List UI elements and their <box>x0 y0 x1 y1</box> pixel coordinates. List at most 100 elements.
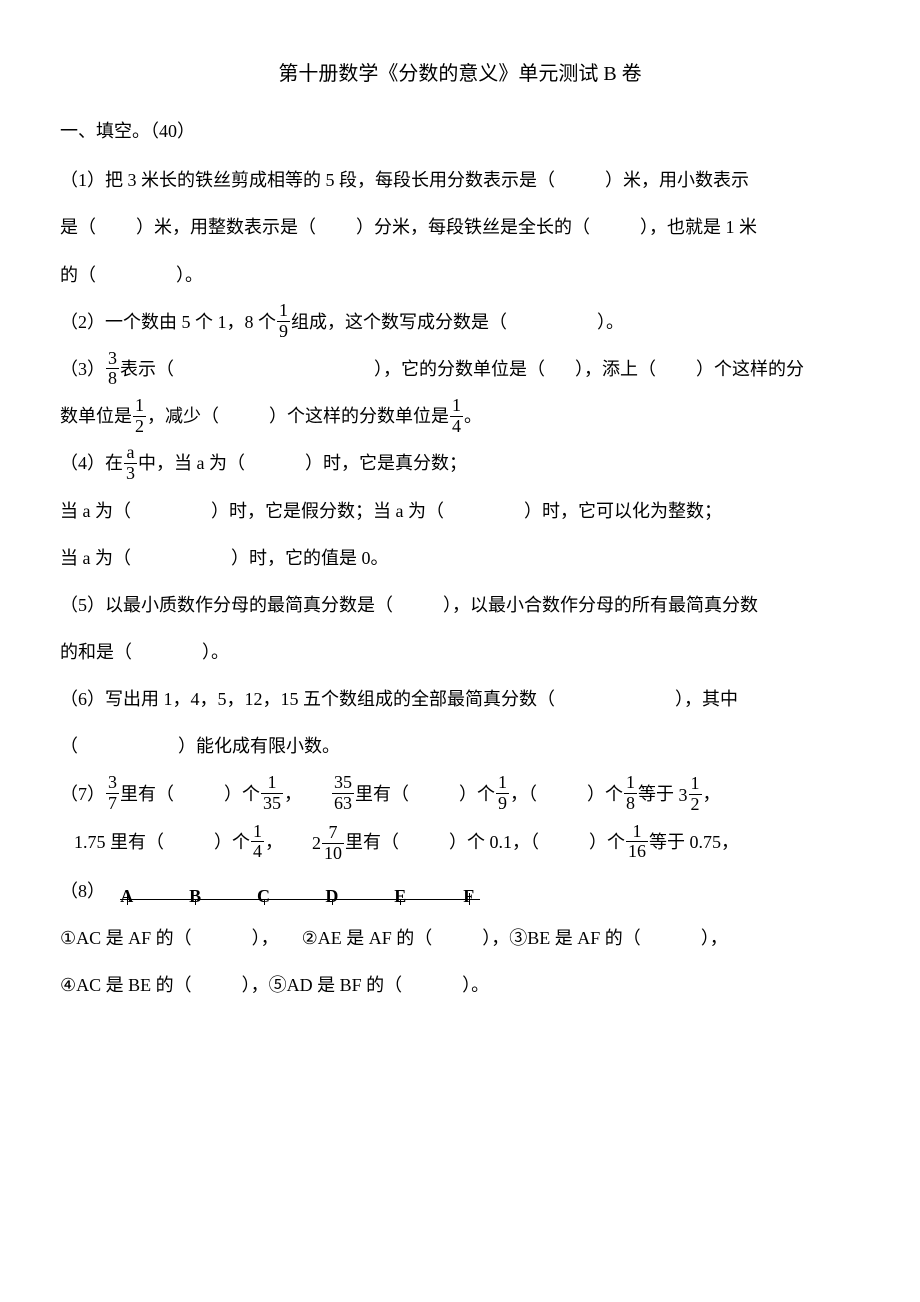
number-line-label: B <box>189 875 201 918</box>
q3-frac-3-8: 38 <box>106 349 119 390</box>
q8-text-l2c: ②AE 是 AF 的（ <box>302 928 433 948</box>
q3-frac-1-2: 12 <box>133 396 146 437</box>
q7-text-l2a: 1.75 里有（ <box>74 832 164 852</box>
q8-line1: （8） ABCDEF <box>60 870 860 913</box>
q7-text-h: ）个 <box>587 784 623 804</box>
q7-text-b: 里有（ <box>120 784 174 804</box>
q7-frac-3-7: 37 <box>106 773 119 814</box>
q1-text-2c: ）分米，每段铁丝是全长的（ <box>356 217 590 237</box>
q7-text-c: ）个 <box>224 784 260 804</box>
q6-text-b: ），其中 <box>675 689 738 709</box>
number-line-label: A <box>120 875 133 918</box>
q8-text-l2a: ①AC 是 AF 的（ <box>60 928 192 948</box>
q6-text-l2b: ）能化成有限小数。 <box>178 736 340 756</box>
q4-line1: （4）在a3中，当 a 为（）时，它是真分数； <box>60 442 860 485</box>
q4-line2: 当 a 为（ ）时，它是假分数；当 a 为（ ）时，它可以化为整数； <box>60 490 860 533</box>
q7-text-j: ， <box>703 784 721 804</box>
q3-text-e: ）个这样的分 <box>696 359 804 379</box>
q1-line1: （1）把 3 米长的铁丝剪成相等的 5 段，每段长用分数表示是（ ）米，用小数表示 <box>60 159 860 202</box>
q3-line2: 数单位是12，减少（ ）个这样的分数单位是14。 <box>60 395 860 438</box>
q7-text-f: ）个 <box>459 784 495 804</box>
q7-text-e: 里有（ <box>355 784 409 804</box>
q4-text-l2c: ）时，它可以化为整数； <box>524 501 722 521</box>
q7-text-l2g: 等于 0.75， <box>649 832 739 852</box>
q5-text-l2b: ）。 <box>202 642 229 662</box>
number-line-label: D <box>325 875 338 918</box>
q3-text-d: ），添上（ <box>575 359 656 379</box>
q2-frac-1-9: 19 <box>277 301 290 342</box>
q7-frac-1-8: 18 <box>624 773 637 814</box>
q7-text-a: （7） <box>60 784 105 804</box>
q8-line2: ①AC 是 AF 的（ ）， ②AE 是 AF 的（ ），③BE 是 AF 的（ ）， <box>60 917 860 960</box>
q7-frac-1-4: 14 <box>251 822 264 863</box>
q7-text-d: ， <box>284 784 302 804</box>
q1-text-2b: ）米，用整数表示是（ <box>136 217 316 237</box>
q3-text-l2d: 。 <box>464 406 482 426</box>
q4-text-l2a: 当 a 为（ <box>60 501 131 521</box>
q5-line1: （5）以最小质数作分母的最简真分数是（ ），以最小合数作分母的所有最简真分数 <box>60 584 860 627</box>
q1-text-2d: ），也就是 1 米 <box>640 217 757 237</box>
q7-text-l2f: ）个 <box>589 832 625 852</box>
q5-text-a: （5）以最小质数作分母的最简真分数是（ <box>60 595 393 615</box>
q1-line3: 的（ ）。 <box>60 254 860 297</box>
q7-text-l2b: ）个 <box>214 832 250 852</box>
q8-text-l3c: ）。 <box>462 975 489 995</box>
q4-text-l3b: ）时，它的值是 0。 <box>231 548 389 568</box>
q7-text-l2d: 里有（ <box>345 832 399 852</box>
q7-line1: （7）37里有（）个135， 3563里有（）个19，（）个18等于 312， <box>60 773 860 817</box>
q1-text-3a: 的（ <box>60 265 96 285</box>
q7-mixed-2-7-10: 2710 <box>312 822 345 865</box>
q7-frac-1-16: 116 <box>626 822 648 863</box>
q2-text-b: 组成，这个数写成分数是（ <box>291 312 507 332</box>
q3-line1: （3）38表示（ ），它的分数单位是（ ），添上（ ）个这样的分 <box>60 348 860 391</box>
q7-frac-35-63: 3563 <box>332 773 354 814</box>
q6-text-a: （6）写出用 1，4，5，12，15 五个数组成的全部最简真分数（ <box>60 689 555 709</box>
q6-text-l2a: （ <box>60 736 78 756</box>
q7-mixed-3-1-2: 312 <box>679 774 703 817</box>
number-line-diagram: ABCDEF <box>120 877 480 907</box>
q2-text-a: （2）一个数由 5 个 1，8 个 <box>60 312 276 332</box>
q1-text-1b: ）米，用小数表示 <box>605 170 749 190</box>
q4-text-b: 中，当 a 为（ <box>138 453 245 473</box>
number-line-label: F <box>463 875 474 918</box>
q1-text-2a: 是（ <box>60 217 96 237</box>
q5-text-b: ），以最小合数作分母的所有最简真分数 <box>443 595 758 615</box>
q3-text-c: ），它的分数单位是（ <box>374 359 545 379</box>
q4-frac-a-3: a3 <box>124 443 137 484</box>
q2-line1: （2）一个数由 5 个 1，8 个19组成，这个数写成分数是（ ）。 <box>60 301 860 344</box>
q8-text-l2d: ），③BE 是 AF 的（ <box>482 928 641 948</box>
q6-line1: （6）写出用 1，4，5，12，15 五个数组成的全部最简真分数（ ），其中 <box>60 678 860 721</box>
q3-frac-1-4: 14 <box>450 396 463 437</box>
section-1-heading: 一、填空。（40） <box>60 110 860 153</box>
q7-text-g: ，（ <box>510 784 537 804</box>
q8-label: （8） <box>60 881 105 901</box>
q8-text-l2e: ）， <box>701 928 728 948</box>
q1-text-1a: （1）把 3 米长的铁丝剪成相等的 5 段，每段长用分数表示是（ <box>60 170 555 190</box>
q4-line3: 当 a 为（ ）时，它的值是 0。 <box>60 537 860 580</box>
q8-line3: ④AC 是 BE 的（ ），⑤AD 是 BF 的（ ）。 <box>60 964 860 1007</box>
number-line-label: E <box>394 875 406 918</box>
q3-text-l2c: ）个这样的分数单位是 <box>269 406 449 426</box>
q3-text-l2a: 数单位是 <box>60 406 132 426</box>
q4-text-l3a: 当 a 为（ <box>60 548 131 568</box>
page-title: 第十册数学《分数的意义》单元测试 B 卷 <box>60 50 860 98</box>
q8-text-l2b: ）， <box>252 928 279 948</box>
q6-line2: （ ）能化成有限小数。 <box>60 725 860 768</box>
q2-text-c: ）。 <box>597 312 624 332</box>
q7-text-l2e: ）个 0.1，（ <box>449 832 539 852</box>
q4-text-l2b: ）时，它是假分数；当 a 为（ <box>211 501 444 521</box>
q7-text-i: 等于 <box>638 784 679 804</box>
number-line-label: C <box>257 875 270 918</box>
q7-line2: 1.75 里有（）个14， 2710里有（）个 0.1，（）个116等于 0.7… <box>60 821 860 865</box>
q5-line2: 的和是（）。 <box>60 631 860 674</box>
q4-text-a: （4）在 <box>60 453 123 473</box>
q3-text-a: （3） <box>60 359 105 379</box>
q7-text-l2c: ， <box>265 832 283 852</box>
q7-frac-1-9: 19 <box>496 773 509 814</box>
q3-text-b: 表示（ <box>120 359 174 379</box>
q7-frac-1-35: 135 <box>261 773 283 814</box>
q8-text-l3b: ），⑤AD 是 BF 的（ <box>242 975 403 995</box>
q3-text-l2b: ，减少（ <box>147 406 219 426</box>
q8-text-l3a: ④AC 是 BE 的（ <box>60 975 192 995</box>
q1-text-3b: ）。 <box>176 265 203 285</box>
